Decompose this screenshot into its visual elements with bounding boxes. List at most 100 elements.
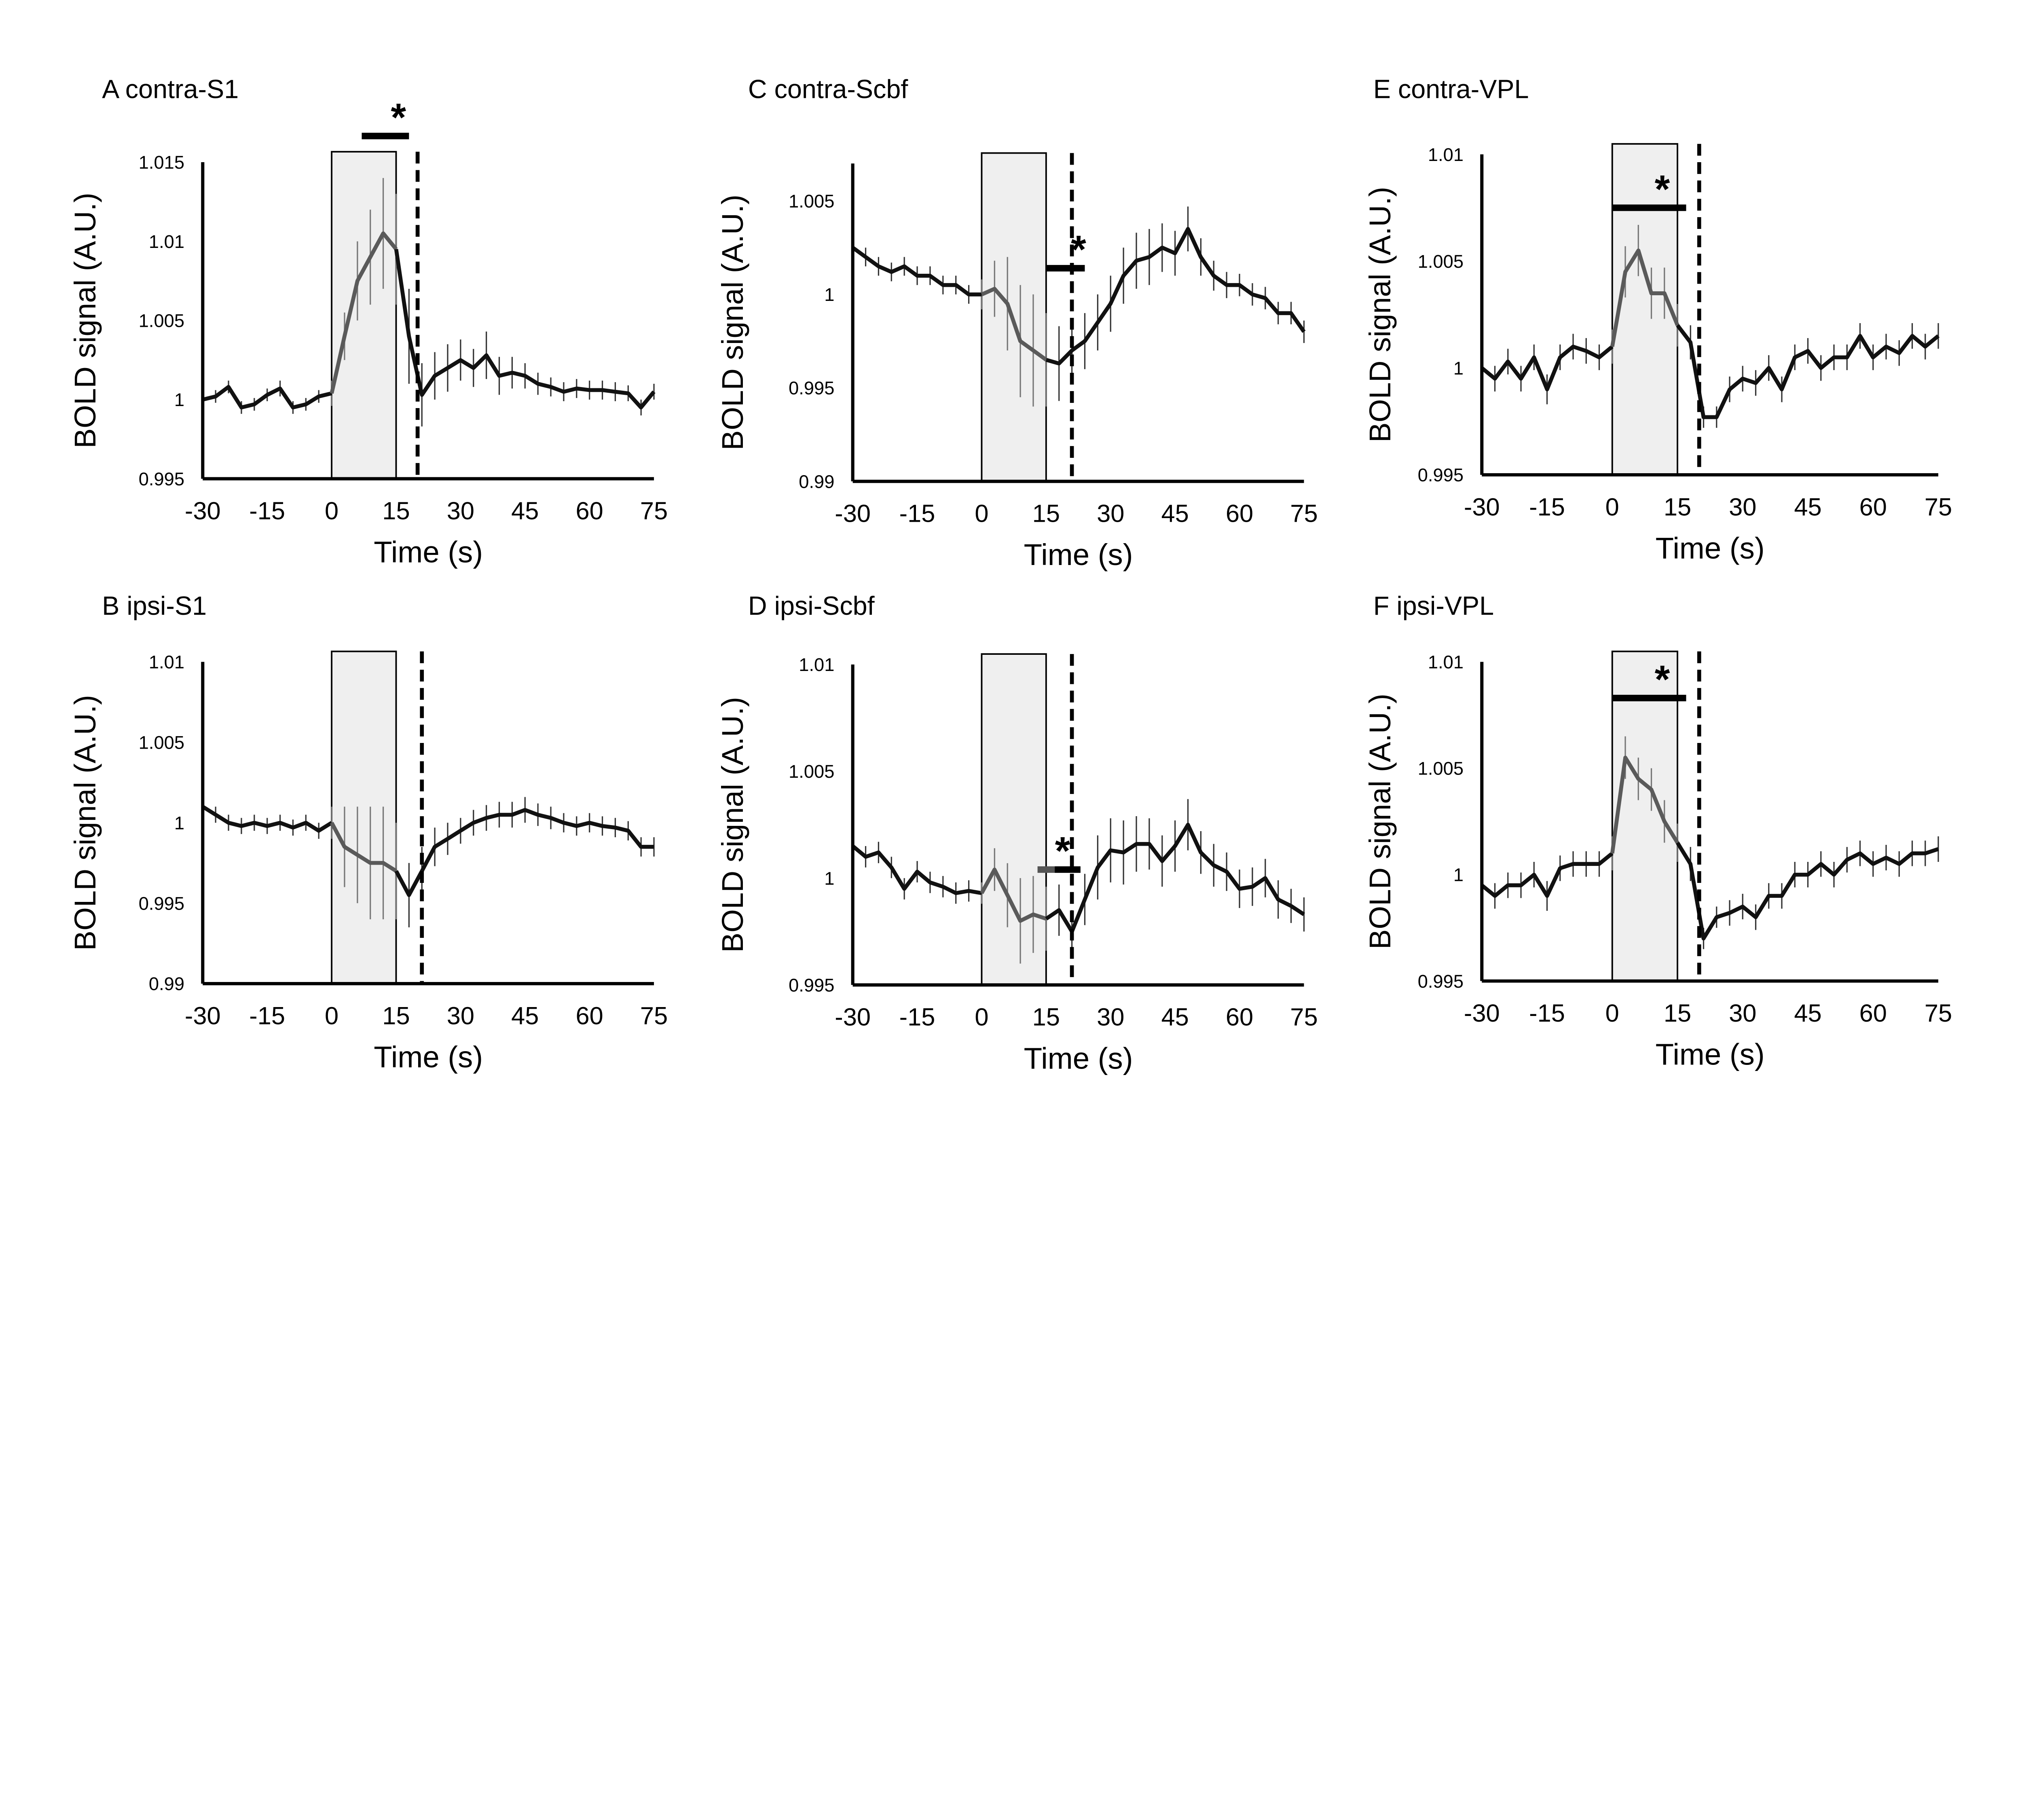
panel-title: D ipsi-Scbf <box>748 591 875 620</box>
x-tick-label: 45 <box>1161 1003 1189 1031</box>
x-tick-label: 75 <box>640 1002 668 1030</box>
y-tick-label: 1.015 <box>139 152 184 173</box>
x-tick-label: 75 <box>1290 1003 1318 1031</box>
series-line-baseline <box>1481 852 1614 898</box>
x-tick-label: 15 <box>1032 499 1060 527</box>
series-line-post <box>1045 227 1306 366</box>
y-tick-label: 1.01 <box>799 654 834 675</box>
x-tick-label: 60 <box>576 1002 603 1030</box>
x-tick-label: 0 <box>325 497 338 525</box>
y-axis-label: BOLD signal (A.U.) <box>1363 694 1397 949</box>
y-tick-label: 1.01 <box>1428 144 1464 165</box>
series-line-post <box>1676 324 1940 419</box>
x-tick-label: 45 <box>1794 493 1821 521</box>
x-tick-label: -30 <box>1464 999 1500 1027</box>
x-tick-label: 75 <box>640 497 668 525</box>
panel-e: E contra-VPL 0.995 1 1.005 1.01 -30 -15 0 15 30 45… <box>1363 74 1952 565</box>
series-line-stimulus <box>1610 756 1679 854</box>
series-line-baseline <box>1481 345 1614 392</box>
x-tick-label: -30 <box>185 1002 221 1030</box>
series-line-baseline <box>202 385 332 410</box>
y-tick-label: 0.995 <box>789 378 834 398</box>
panel-b: B ipsi-S1 0.99 0.995 1 1.005 1.01 -30 -15 0 15 30 4… <box>68 591 668 1074</box>
panel-a: A contra-S1 0.995 1 1.005 1.01 1.015 -30 -15 0 15… <box>68 74 668 569</box>
y-tick-label: 1.005 <box>789 191 834 212</box>
x-tick-label: 75 <box>1925 493 1952 521</box>
series-line-stimulus <box>330 821 398 873</box>
x-tick-label: -30 <box>185 497 221 525</box>
panel-f: F ipsi-VPL 0.995 1 1.005 1.01 -30 -15 0 15 30 45 60… <box>1363 591 1952 1071</box>
y-axis-label: BOLD signal (A.U.) <box>1363 187 1397 442</box>
x-tick-label: -30 <box>835 1003 871 1031</box>
series-line-baseline <box>851 844 982 895</box>
x-tick-label: 30 <box>1729 999 1756 1027</box>
x-tick-label: -15 <box>899 499 935 527</box>
x-tick-label: -15 <box>1529 493 1565 521</box>
y-tick-label: 1.005 <box>139 732 184 753</box>
significance-asterisk: * <box>1055 829 1070 873</box>
panel-title: F ipsi-VPL <box>1373 591 1494 620</box>
y-tick-label: 0.995 <box>139 893 184 914</box>
significance-asterisk: * <box>1655 657 1670 701</box>
y-tick-label: 1 <box>174 389 184 410</box>
x-tick-label: 30 <box>1097 1003 1124 1031</box>
y-tick-label: 0.995 <box>1418 465 1464 485</box>
y-tick-label: 1.005 <box>1418 758 1464 779</box>
series-line-stimulus <box>981 287 1047 362</box>
panel-title: A contra-S1 <box>102 74 239 104</box>
y-tick-label: 1.01 <box>149 231 184 252</box>
series-line-post <box>1045 823 1305 934</box>
x-tick-label: -15 <box>249 1002 285 1030</box>
x-tick-label: 60 <box>1226 499 1253 527</box>
panel-d: D ipsi-Scbf 0.995 1 1.005 1.01 -30 -15 0 15 30 45 6… <box>716 591 1318 1075</box>
x-tick-label: 0 <box>1605 999 1619 1027</box>
panel-title: C contra-Scbf <box>748 74 908 104</box>
series-line-post <box>394 249 656 410</box>
series-line-baseline <box>201 805 333 833</box>
x-tick-label: 75 <box>1925 999 1952 1027</box>
panel-title: E contra-VPL <box>1373 74 1529 104</box>
x-tick-label: 15 <box>382 1002 410 1030</box>
x-tick-label: 15 <box>1032 1003 1060 1031</box>
x-tick-label: -15 <box>249 497 285 525</box>
y-tick-label: 1.01 <box>1428 652 1464 673</box>
x-axis-label: Time (s) <box>374 535 483 569</box>
series-line-stimulus <box>1610 248 1679 347</box>
x-axis-label: Time (s) <box>1656 1038 1765 1071</box>
y-axis-label: BOLD signal (A.U.) <box>68 193 102 448</box>
x-tick-label: 60 <box>1859 493 1887 521</box>
x-tick-label: 0 <box>325 1002 338 1030</box>
y-tick-label: 1.005 <box>139 311 184 331</box>
x-tick-label: 30 <box>1729 493 1756 521</box>
x-axis-label: Time (s) <box>374 1040 483 1074</box>
y-tick-label: 0.995 <box>789 975 834 995</box>
x-tick-label: -15 <box>1529 999 1565 1027</box>
x-tick-label: 30 <box>1097 499 1124 527</box>
x-tick-label: 15 <box>1664 999 1691 1027</box>
x-tick-label: 75 <box>1290 499 1318 527</box>
x-tick-label: 30 <box>447 497 474 525</box>
y-axis-label: BOLD signal (A.U.) <box>716 195 749 450</box>
bold-signal-figure: A contra-S1 0.995 1 1.005 1.01 1.015 -30 -15 0 15… <box>68 74 1952 1075</box>
x-axis-label: Time (s) <box>1024 538 1133 571</box>
x-tick-label: -30 <box>835 499 871 527</box>
x-tick-label: -15 <box>899 1003 935 1031</box>
significance-asterisk: * <box>1071 227 1086 271</box>
y-tick-label: 0.995 <box>139 469 184 489</box>
x-tick-label: 45 <box>511 1002 539 1030</box>
y-tick-label: 0.99 <box>149 973 184 994</box>
significance-asterisk: * <box>391 95 406 139</box>
series-line-stimulus <box>980 868 1047 923</box>
y-axis-label: BOLD signal (A.U.) <box>716 697 749 952</box>
y-tick-label: 1.01 <box>149 652 184 673</box>
stimulus-window <box>331 151 397 480</box>
x-tick-label: 60 <box>1226 1003 1253 1031</box>
y-tick-label: 1.005 <box>789 761 834 782</box>
x-tick-label: 60 <box>576 497 603 525</box>
series-line-baseline <box>851 246 982 296</box>
y-tick-label: 1.005 <box>1418 251 1464 272</box>
x-tick-label: -30 <box>1464 493 1500 521</box>
significance-asterisk: * <box>1655 167 1670 211</box>
x-tick-label: 45 <box>511 497 539 525</box>
y-tick-label: 1 <box>824 284 834 305</box>
